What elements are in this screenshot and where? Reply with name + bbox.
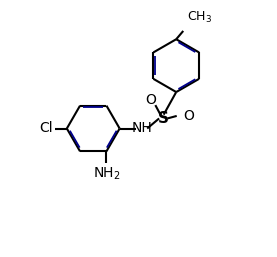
Text: CH$_3$: CH$_3$	[187, 10, 212, 25]
Text: NH$_2$: NH$_2$	[93, 166, 120, 182]
Text: Cl: Cl	[40, 122, 53, 135]
Text: S: S	[158, 111, 169, 126]
Text: O: O	[183, 109, 194, 123]
Text: NH: NH	[131, 122, 152, 135]
Text: O: O	[145, 93, 156, 107]
